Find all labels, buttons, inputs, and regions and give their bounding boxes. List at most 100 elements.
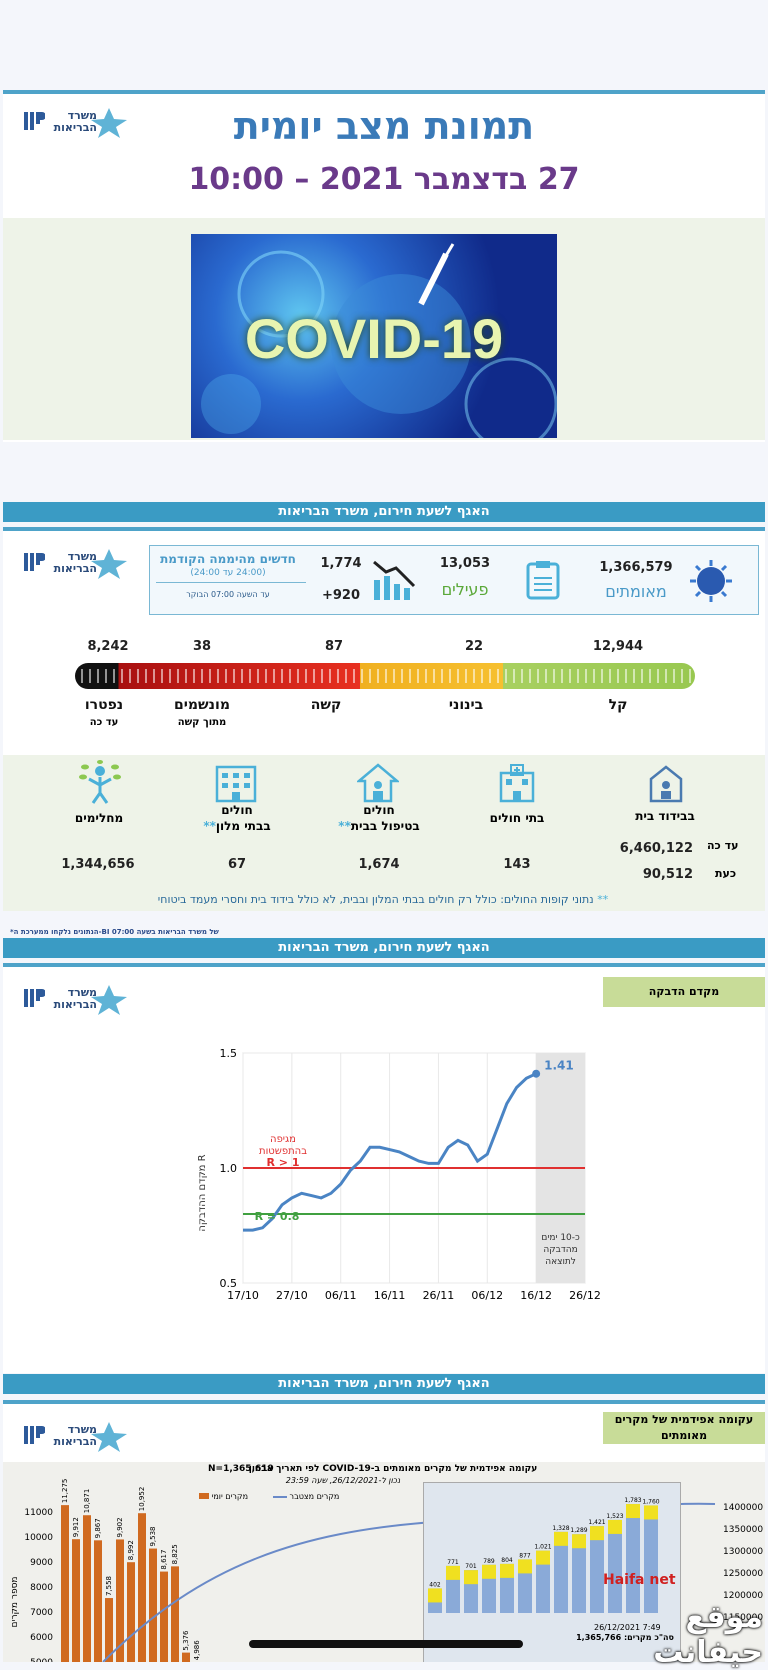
shaded-label-1: כ-10 ימים [541, 1233, 580, 1243]
legend-cum: מקרים מצטבר [273, 1492, 339, 1501]
home-isolation-now-label: כעת [715, 867, 737, 880]
hotels-label2-text: בבתי מלון [215, 819, 271, 833]
inset-bar-cap [644, 1505, 658, 1520]
inset-bar-cap [464, 1570, 478, 1585]
left-y-tick: 8000 [30, 1583, 53, 1593]
x-tick-label: 26/11 [423, 1289, 455, 1302]
y-axis-label: מקדם ההדבקה R [197, 1154, 208, 1231]
epi-chart-title: עקומה אפידמית של מקרים מאומתים ב-COVID-1… [203, 1464, 583, 1474]
y-tick-label: 1.5 [220, 1047, 238, 1060]
new-cases-subtitle: (24:00 עד 24:00) [190, 568, 266, 578]
slide-r-number: משרד הבריאות מקדם הדבקה 1.41 1.5 1.0 0.5 17… [3, 963, 765, 1373]
ministry-logo: משרד הבריאות [23, 547, 133, 587]
insurance-note-text: נתוני קופות החולים: כולל רק חולים בבתי ה… [157, 893, 594, 906]
inset-bar-cap [482, 1564, 496, 1579]
severity-label-deceased: נפטרו [84, 697, 124, 713]
covid-hero-image: COVID-19 [191, 234, 557, 438]
inset-bar-cap [608, 1519, 622, 1534]
home-care-label2-text: בטיפול בבית [350, 819, 420, 833]
inset-bar-label: 1,760 [642, 1498, 659, 1505]
inset-bar-cap [518, 1559, 532, 1574]
right-y-tick: 1300000 [723, 1547, 763, 1557]
epi-chart-subtitle: נכון ל-26/12/2021, שעה 23:59 [285, 1476, 401, 1485]
y-tick-labels: 1.5 1.0 0.5 [220, 1047, 238, 1290]
x-tick-label: 06/12 [471, 1289, 503, 1302]
slide-top-bar [3, 963, 765, 967]
recovered-value: 1,344,656 [61, 857, 135, 872]
since-morning-label: עד השעה 07:00 הבוקר [186, 590, 270, 599]
hotels-value: 67 [227, 857, 247, 872]
hospitals-value: 143 [503, 857, 531, 872]
home-care-value: 1,674 [358, 857, 400, 872]
inset-bar [554, 1531, 568, 1613]
ministry-emblem-icon [24, 112, 45, 130]
home-isolation-sofar-label: עד כה [707, 839, 739, 852]
page-date: 27 בדצמבר 2021 – 10:00 [188, 162, 580, 197]
source-note: *הנתונים נלקחו ממערכת ה-BI של משרד הבריא… [10, 928, 219, 936]
severity-label-severe: קשה [310, 697, 342, 713]
x-tick-label: 16/11 [374, 1289, 406, 1302]
home-care-label2: בטיפול בבית** [319, 819, 439, 833]
home-indicator[interactable] [249, 1640, 523, 1648]
bar-label: 9,912 [72, 1517, 80, 1537]
severity-value-ventilated: 38 [192, 639, 212, 654]
x-tick-label: 26/12 [569, 1289, 601, 1302]
logo-line1: משרד [67, 550, 97, 563]
slide4-tag: עקומה אפידמית של מקרים מאומתים [603, 1412, 765, 1444]
epidemic-label-3: R > 1 [267, 1156, 300, 1169]
hotels-label2: בבתי מלון** [177, 819, 297, 833]
watermark-text: موقع حيفانت [653, 1600, 763, 1670]
care-panel [3, 755, 765, 911]
severity-sub-deceased: עד כה [89, 717, 119, 728]
r-number-chart: 1.41 1.5 1.0 0.5 17/10 27/10 06/11 16/11 26/11… [197, 1047, 601, 1302]
inset-bar-label: 1,289 [570, 1527, 587, 1534]
inset-bar [608, 1519, 622, 1613]
recovered-label: מחלימים [74, 811, 124, 825]
inset-bar-label: 877 [519, 1552, 531, 1559]
footer-bar-3: האגף לשעת חירום, משרד הבריאות [3, 1374, 765, 1394]
page-title: תמונת מצב יומית [233, 104, 535, 148]
r08-label: R = 0.8 [255, 1210, 300, 1223]
daily-bar [182, 1652, 190, 1662]
bar-label: 9,867 [94, 1518, 102, 1538]
ministry-emblem-icon [24, 1426, 45, 1444]
epi-y-axis-label: מספר מקרים [10, 1576, 20, 1627]
inset-bar-label: 1,328 [552, 1525, 569, 1532]
footer-bar-2: האגף לשעת חירום, משרד הבריאות [3, 938, 765, 958]
new-cases-title: חדשים מהיממה הקודמת [160, 552, 296, 566]
inset-bar-cap [590, 1526, 604, 1541]
daily-bar [149, 1548, 157, 1662]
severity-value-severe: 87 [324, 639, 344, 654]
active-label: פעילים [441, 580, 489, 599]
star-logo-icon [91, 985, 127, 1015]
left-y-tick: 10000 [24, 1533, 53, 1543]
inset-bar-label: 1,421 [588, 1519, 605, 1526]
daily-bar [61, 1505, 69, 1662]
insurance-note: ** נתוני קופות החולים: כולל רק חולים בבת… [23, 893, 743, 906]
right-y-tick: 1250000 [723, 1569, 763, 1579]
star-logo-icon [91, 108, 127, 138]
severity-label-ventilated: מונשמים [174, 697, 230, 713]
ministry-emblem-icon [24, 989, 45, 1007]
inset-bar-label: 804 [501, 1557, 513, 1564]
inset-total: סה"כ מקרים: 1,365,766 [544, 1633, 674, 1642]
bar-label: 5,376 [182, 1630, 190, 1651]
left-y-tick: 7000 [30, 1608, 53, 1618]
watermark-logo: موقع حيفانت Haifa net [563, 1550, 763, 1670]
inset-bar-cap [500, 1563, 514, 1578]
inset-bar [626, 1504, 640, 1613]
legend-daily-text: מקרים יומי [211, 1492, 249, 1501]
watermark-net: Haifa net [603, 1572, 676, 1588]
daily-bar [171, 1566, 179, 1662]
inset-bar-cap [572, 1534, 586, 1549]
daily-bar [138, 1513, 146, 1662]
daily-bar [160, 1571, 168, 1662]
bar-label: 4,986 [193, 1640, 201, 1661]
severity-label-mild: קל [608, 697, 628, 713]
bar-label: 8,992 [127, 1540, 135, 1560]
inset-bar [644, 1505, 658, 1613]
daily-bar [116, 1539, 124, 1662]
bar-label: 8,617 [160, 1550, 168, 1570]
